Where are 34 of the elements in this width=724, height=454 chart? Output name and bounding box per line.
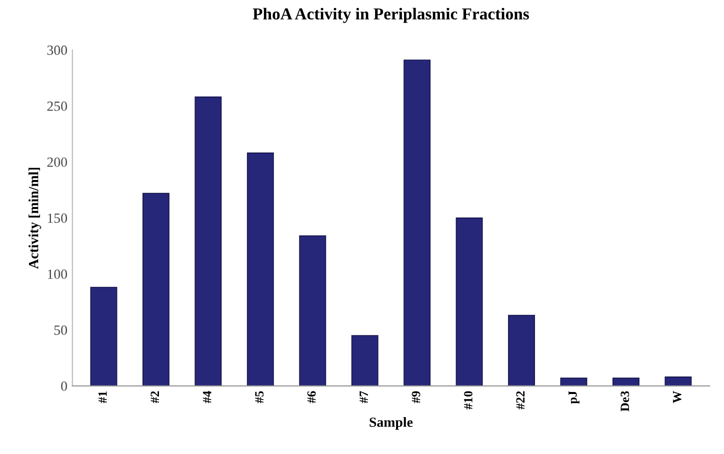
x-tick-label: W	[673, 390, 682, 404]
y-tick-label: 0	[61, 381, 68, 391]
bar	[404, 60, 431, 386]
x-tick-label: #1	[98, 391, 107, 404]
chart-title: PhoA Activity in Periplasmic Fractions	[252, 8, 529, 23]
y-tick-label: 300	[47, 46, 68, 55]
y-tick-label: 200	[47, 158, 68, 167]
x-tick-label: #22	[516, 391, 525, 410]
x-tick-label: De3	[620, 391, 630, 412]
bar	[90, 286, 118, 386]
y-tick-label: 50	[54, 325, 68, 335]
y-tick-label: 250	[47, 102, 68, 111]
x-tick-label: #6	[307, 391, 316, 404]
bar	[299, 235, 326, 386]
bar	[351, 335, 378, 386]
y-tick-label: 150	[48, 214, 68, 223]
bar	[142, 192, 170, 386]
x-tick-label: #5	[255, 391, 264, 404]
bar	[612, 378, 640, 386]
bar	[664, 376, 692, 386]
x-tick-label: #7	[360, 391, 368, 404]
x-tick-label: #4	[202, 390, 212, 404]
bar	[194, 96, 222, 386]
y-axis-title: Activity [min/ml]	[28, 168, 42, 269]
bar	[560, 378, 588, 386]
x-axis-title: Sample	[370, 417, 413, 430]
y-tick-label: 100	[48, 269, 68, 279]
x-tick-label: #10	[464, 391, 472, 410]
bar	[508, 314, 535, 386]
x-tick-label: pJ	[568, 391, 580, 404]
bar	[456, 218, 483, 386]
bar	[246, 152, 274, 386]
x-tick-label: #2	[150, 391, 159, 404]
x-tick-label: #9	[412, 391, 420, 404]
